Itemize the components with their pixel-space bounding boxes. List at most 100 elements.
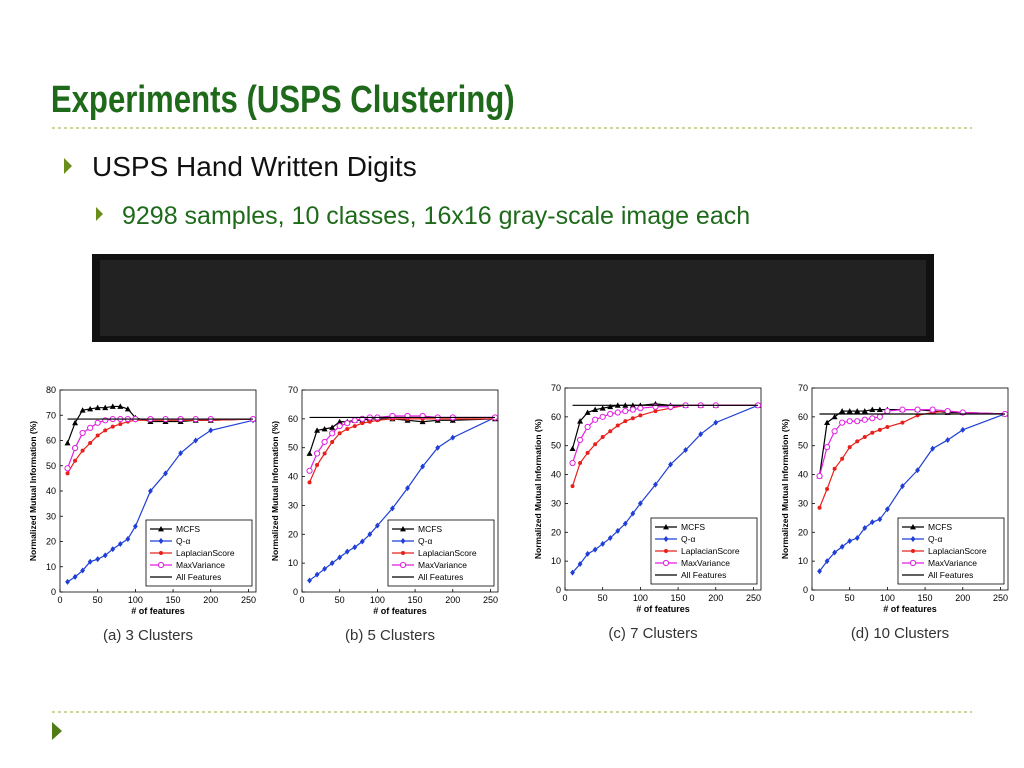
data-point xyxy=(869,415,876,422)
y-tick-label: 50 xyxy=(798,441,808,451)
data-point xyxy=(846,408,853,414)
data-point xyxy=(193,437,199,444)
legend-label: MCFS xyxy=(418,524,442,534)
data-point xyxy=(615,527,621,534)
data-point xyxy=(80,567,86,574)
data-point xyxy=(824,558,830,565)
legend-marker xyxy=(157,561,165,569)
data-point xyxy=(72,419,79,426)
legend-label: LaplacianScore xyxy=(928,546,987,556)
y-tick-label: 20 xyxy=(551,527,561,537)
data-point xyxy=(344,420,351,427)
data-point xyxy=(683,447,689,454)
y-tick-label: 60 xyxy=(46,436,56,446)
x-tick-label: 0 xyxy=(809,593,814,603)
y-tick-label: 70 xyxy=(288,385,298,395)
y-tick-label: 30 xyxy=(288,500,298,510)
y-axis-label: Normalized Mutual Information (%) xyxy=(28,421,38,561)
legend-marker xyxy=(158,538,164,544)
data-point xyxy=(390,505,395,512)
data-point xyxy=(110,424,115,429)
data-point xyxy=(915,467,920,474)
data-point xyxy=(208,427,214,434)
data-point xyxy=(861,408,868,414)
chart: 0 10 20 30 40 50 60 70 0 50 100 150 200 250 # of featu… xyxy=(270,385,499,644)
chart-caption: (a) 3 Clusters xyxy=(103,627,193,644)
bullet-text: USPS Hand Written Digits xyxy=(92,151,417,182)
data-point xyxy=(653,409,658,414)
data-point xyxy=(854,418,861,425)
data-point xyxy=(847,445,852,450)
legend-label: MaxVariance xyxy=(928,558,977,568)
y-tick-label: 10 xyxy=(46,562,56,572)
data-point xyxy=(344,548,350,555)
data-point xyxy=(637,500,643,507)
x-tick-label: 200 xyxy=(203,595,218,605)
data-point xyxy=(351,417,358,424)
data-point xyxy=(600,540,606,547)
data-point xyxy=(930,445,936,452)
series-line xyxy=(572,404,759,574)
data-point xyxy=(869,406,876,413)
chart-caption: (b) 5 Clusters xyxy=(345,627,435,644)
series-line xyxy=(818,409,1006,477)
data-point xyxy=(306,467,313,474)
data-point xyxy=(337,554,343,561)
legend-label: Q-α xyxy=(681,534,695,544)
series-line xyxy=(819,413,1006,572)
data-point xyxy=(80,448,85,453)
data-point xyxy=(110,546,116,553)
data-point xyxy=(360,421,365,426)
data-point xyxy=(960,426,966,433)
data-point xyxy=(607,403,614,410)
series-line xyxy=(308,418,496,454)
data-point xyxy=(839,408,846,414)
data-point xyxy=(578,461,583,466)
legend-label: Q-α xyxy=(928,534,942,544)
legend-label: MCFS xyxy=(928,522,952,532)
data-point xyxy=(607,410,614,418)
digits-image-inner xyxy=(100,260,926,336)
data-point xyxy=(713,419,719,426)
data-point xyxy=(124,405,131,412)
y-tick-label: 80 xyxy=(46,385,56,395)
y-tick-label: 0 xyxy=(51,587,56,597)
data-point xyxy=(359,538,365,545)
data-point xyxy=(831,413,838,420)
legend-marker xyxy=(158,526,164,532)
data-point xyxy=(405,485,410,492)
data-point xyxy=(876,413,883,420)
x-tick-label: 100 xyxy=(128,595,143,605)
data-point xyxy=(832,549,838,556)
x-tick-label: 50 xyxy=(845,593,855,603)
x-tick-label: 250 xyxy=(483,595,498,605)
data-point xyxy=(569,459,576,467)
data-point xyxy=(600,435,605,440)
y-tick-label: 10 xyxy=(798,556,808,566)
data-point xyxy=(622,407,629,415)
y-axis-label: Normalized Mutual Information (%) xyxy=(533,419,543,559)
data-point xyxy=(345,426,350,431)
data-point xyxy=(877,516,883,523)
legend-label: MaxVariance xyxy=(176,560,225,570)
data-point xyxy=(87,424,94,431)
x-tick-label: 150 xyxy=(671,593,686,603)
data-point xyxy=(178,450,184,457)
data-point xyxy=(623,419,628,424)
data-point xyxy=(668,461,673,468)
data-point xyxy=(103,428,108,433)
x-tick-label: 150 xyxy=(918,593,933,603)
y-tick-label: 50 xyxy=(46,461,56,471)
data-point xyxy=(87,405,94,412)
y-axis-label: Normalized Mutual Information (%) xyxy=(780,419,790,559)
data-point xyxy=(876,406,883,413)
data-point xyxy=(831,428,838,435)
x-tick-label: 200 xyxy=(955,593,970,603)
data-point xyxy=(314,427,321,433)
data-point xyxy=(862,435,867,440)
chart: 0 10 20 30 40 50 60 70 0 50 100 150 200 250 # of featu… xyxy=(533,383,762,642)
x-tick-label: 150 xyxy=(408,595,423,605)
data-point xyxy=(321,438,328,446)
data-point xyxy=(71,444,79,452)
